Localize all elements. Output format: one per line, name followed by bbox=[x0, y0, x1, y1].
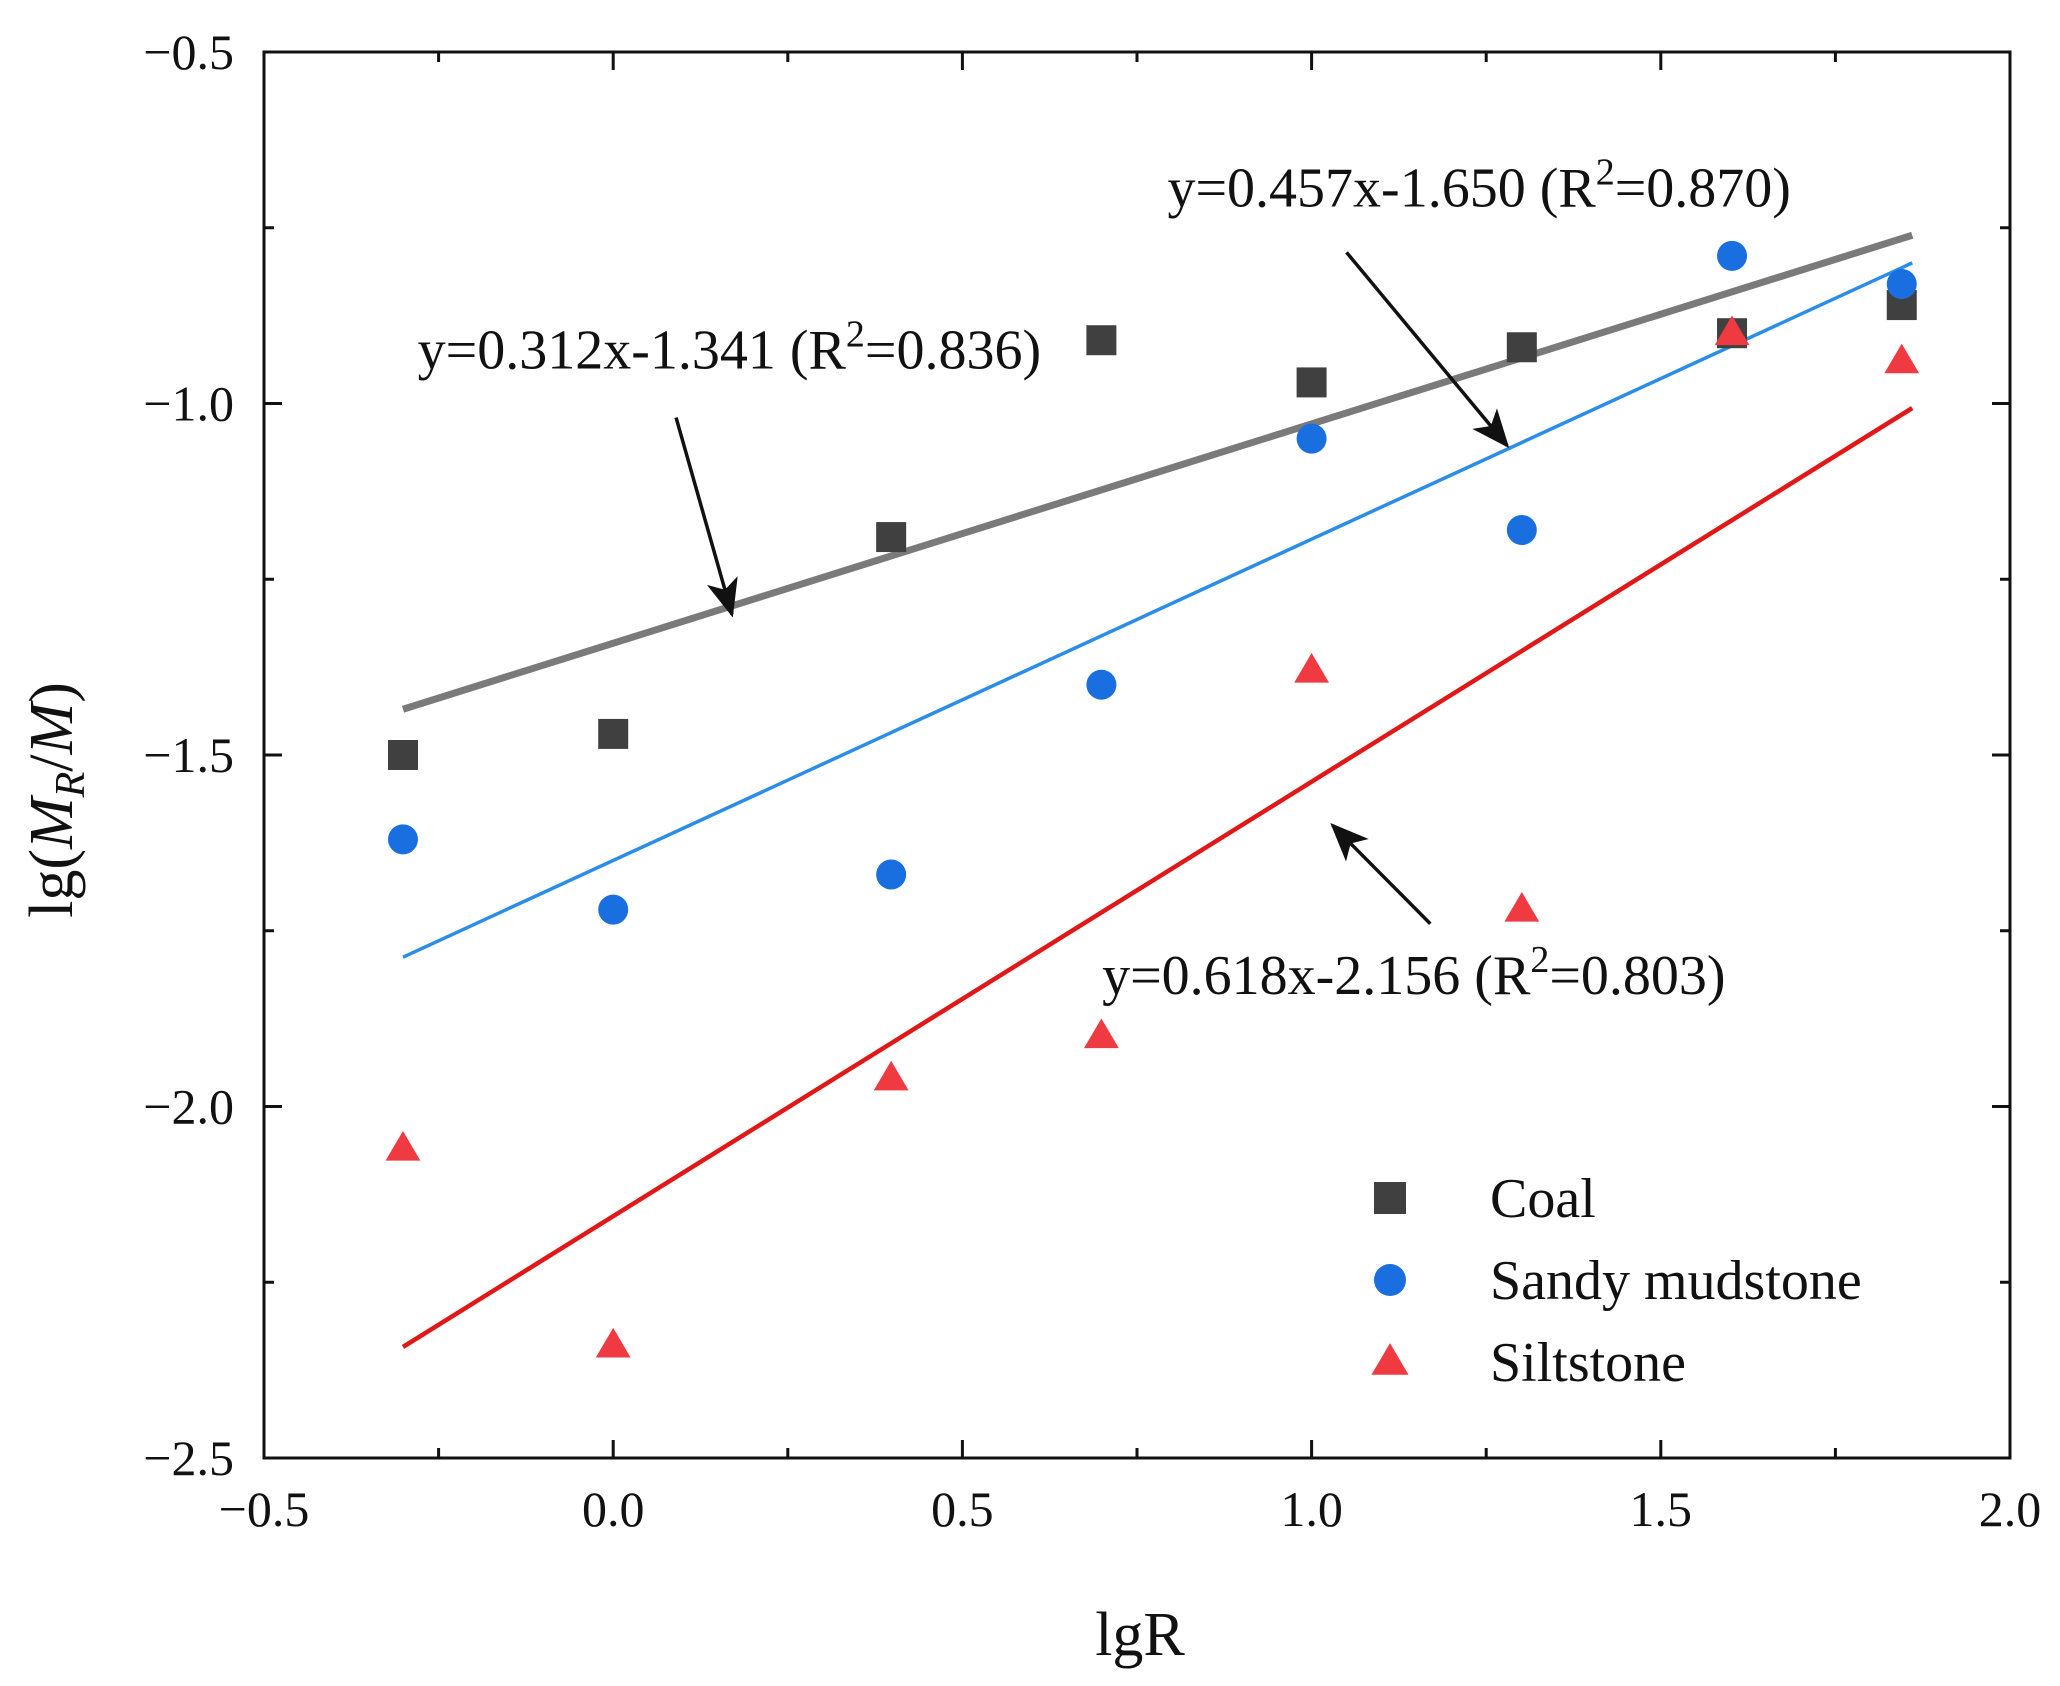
point-coal bbox=[1296, 367, 1327, 398]
fit-line-sandy-mudstone bbox=[402, 261, 1913, 959]
legend-label-coal: Coal bbox=[1490, 1168, 1596, 1230]
point-coal bbox=[387, 740, 418, 770]
annotation-arrow-coal bbox=[674, 417, 738, 618]
point-coal bbox=[598, 718, 629, 749]
plot-frame bbox=[262, 50, 2012, 1460]
x-tick-label: 1.0 bbox=[1280, 1481, 1343, 1537]
point-coal bbox=[1086, 325, 1117, 356]
point-siltstone bbox=[1294, 652, 1329, 683]
point-sandy-mudstone bbox=[387, 824, 418, 855]
legend-marker-coal bbox=[1374, 1182, 1406, 1214]
y-tick-label: −0.5 bbox=[143, 24, 234, 80]
point-siltstone bbox=[873, 1060, 909, 1091]
point-sandy-mudstone bbox=[876, 859, 907, 890]
annotations: y=0.312x-1.341 (R2=0.836)y=0.457x-1.650 … bbox=[418, 152, 1791, 1007]
point-sandy-mudstone bbox=[1886, 268, 1917, 299]
point-siltstone bbox=[385, 1131, 421, 1161]
fit-equation-main: y=0.457x-1.650 (R bbox=[1167, 158, 1596, 220]
point-sandy-mudstone bbox=[598, 894, 629, 925]
fit-equation-siltstone: y=0.618x-2.156 (R2=0.803) bbox=[1102, 939, 1725, 1007]
y-tick-label: −2.5 bbox=[143, 1430, 234, 1486]
fit-equation-rest: =0.803) bbox=[1549, 945, 1725, 1007]
fit-equation-superscript: 2 bbox=[846, 313, 865, 355]
legend-marker-siltstone bbox=[1371, 1343, 1409, 1375]
y-tick-label: −1.5 bbox=[143, 727, 234, 783]
point-sandy-mudstone bbox=[1717, 240, 1748, 271]
fit-line-siltstone bbox=[401, 406, 1914, 1349]
x-tick-label: 2.0 bbox=[1979, 1481, 2042, 1537]
y-axis-title: lg(MR/M) bbox=[18, 682, 94, 918]
fit-equation-coal: y=0.312x-1.341 (R2=0.836) bbox=[418, 313, 1041, 381]
axes: −0.5 0.0 0.5 1.0 1.5 2.0 −2.5 −2.0 −1.5 −1.0 −0.5 bbox=[143, 24, 2041, 1537]
legend-label-siltstone: Siltstone bbox=[1490, 1332, 1686, 1394]
point-siltstone bbox=[1504, 891, 1540, 922]
x-axis-title: lgR bbox=[1095, 1601, 1185, 1669]
fit-equation-rest: =0.836) bbox=[865, 319, 1041, 381]
fit-equation-superscript: 2 bbox=[1530, 939, 1549, 981]
fit-equation-rest: =0.870) bbox=[1615, 158, 1791, 220]
point-sandy-mudstone bbox=[1086, 669, 1117, 700]
data-points bbox=[385, 240, 1920, 1358]
y-tick-label: −1.0 bbox=[143, 376, 234, 432]
point-sandy-mudstone bbox=[1296, 423, 1327, 454]
point-coal bbox=[1506, 332, 1537, 363]
annotation-arrow-sandy-mudstone bbox=[1345, 251, 1510, 449]
fit-equation-main: y=0.312x-1.341 (R bbox=[418, 319, 847, 381]
legend-label-sandy-mudstone: Sandy mudstone bbox=[1490, 1250, 1862, 1312]
y-tick-label: −2.0 bbox=[143, 1079, 234, 1135]
fit-lines bbox=[401, 231, 1914, 1349]
point-siltstone bbox=[1884, 343, 1920, 374]
legend-marker-sandy-mudstone bbox=[1374, 1264, 1406, 1296]
legend: Coal Sandy mudstone Siltstone bbox=[1371, 1168, 1862, 1394]
x-tick-label: 0.0 bbox=[582, 1481, 645, 1537]
fit-equation-sandy-mudstone: y=0.457x-1.650 (R2=0.870) bbox=[1167, 152, 1790, 220]
point-coal bbox=[876, 522, 907, 553]
point-siltstone bbox=[595, 1327, 631, 1358]
point-siltstone bbox=[1083, 1018, 1119, 1049]
fit-line-coal bbox=[401, 231, 1914, 713]
point-sandy-mudstone bbox=[1506, 515, 1537, 546]
x-tick-label: 1.5 bbox=[1630, 1481, 1693, 1537]
point-siltstone bbox=[1714, 315, 1750, 346]
annotation-arrow-siltstone bbox=[1330, 823, 1432, 925]
x-tick-label: −0.5 bbox=[219, 1481, 310, 1537]
fit-equation-superscript: 2 bbox=[1596, 152, 1615, 194]
fit-equation-main: y=0.618x-2.156 (R bbox=[1102, 945, 1531, 1007]
x-tick-label: 0.5 bbox=[931, 1481, 994, 1537]
